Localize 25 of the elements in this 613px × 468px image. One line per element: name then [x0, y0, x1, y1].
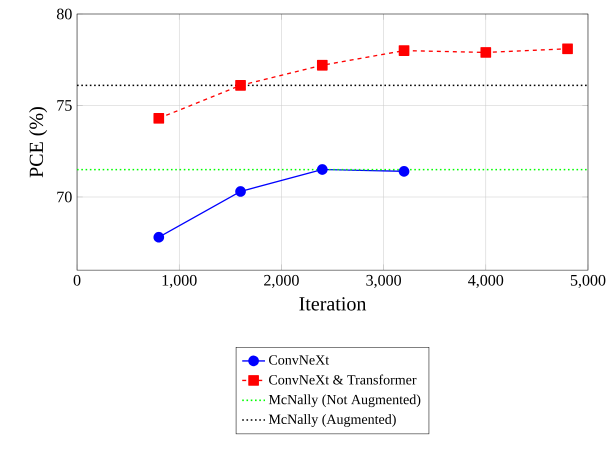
- y-tick-label: 75: [57, 100, 72, 111]
- y-tick-label: 80: [56, 8, 72, 20]
- point: [153, 112, 164, 124]
- legend-label: ConvNeXt: [269, 355, 330, 365]
- x-tick-label: 2,000: [264, 274, 299, 288]
- point: [153, 232, 164, 242]
- x-tick-label: 4,000: [468, 274, 504, 288]
- x-axis-title: Iteration: [299, 297, 366, 310]
- point: [398, 166, 410, 177]
- point: [398, 45, 410, 56]
- point: [235, 80, 246, 91]
- x-tick-label: 5,000: [570, 274, 606, 288]
- x-tick-label: 1,000: [162, 274, 197, 288]
- legend-label: McNally (Not Augmented): [268, 394, 420, 408]
- point: [480, 46, 492, 58]
- point: [235, 186, 246, 197]
- y-tick-label: 70: [57, 191, 72, 202]
- legend-label: ConvNeXt & Transformer: [269, 374, 416, 384]
- point: [562, 43, 573, 54]
- x-tick-label: 3,000: [366, 274, 401, 288]
- point: [316, 164, 328, 175]
- point: [316, 60, 328, 70]
- y-axis-title: PCE (%): [29, 106, 48, 178]
- x-tick-label: 0: [74, 274, 80, 286]
- legend-label: McNally (Augmented): [268, 414, 396, 427]
